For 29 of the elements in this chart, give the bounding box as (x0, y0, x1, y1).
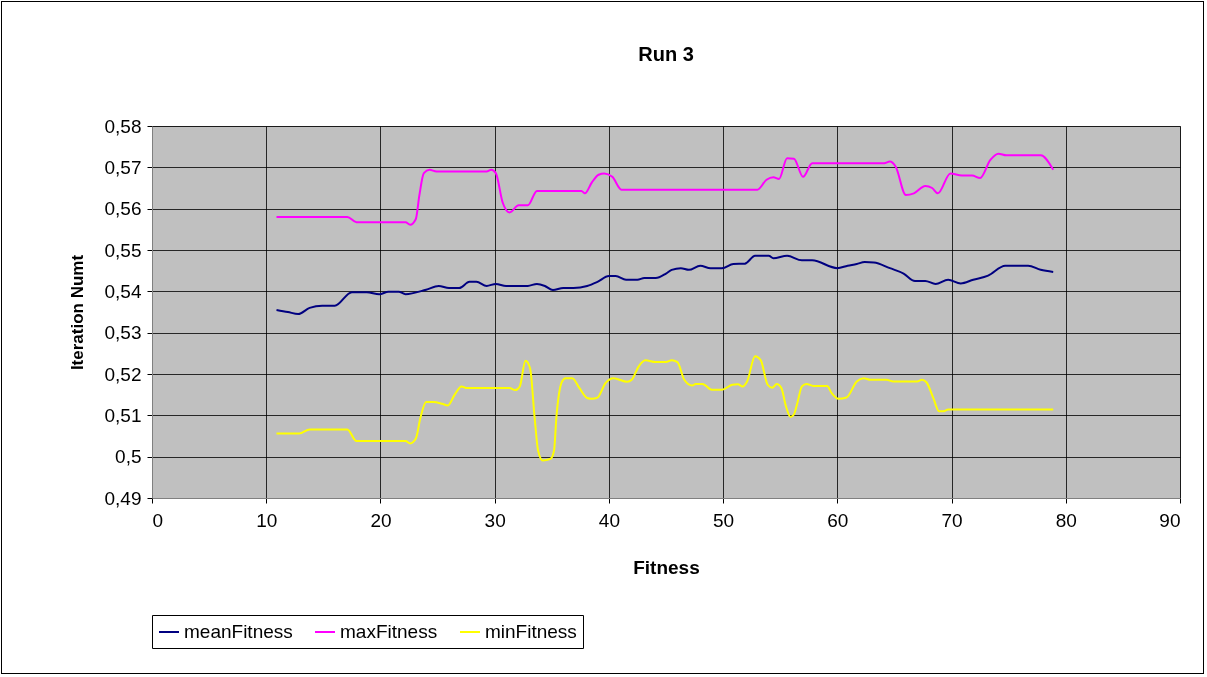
y-tick-label: 0,57 (104, 156, 142, 178)
legend-label: maxFitness (340, 621, 438, 642)
x-tick-label: 60 (827, 509, 849, 531)
chart-title: Run 3 (638, 43, 694, 65)
line-series (275, 152, 1055, 226)
legend-label: meanFitness (184, 621, 293, 642)
x-tick-label: 40 (598, 509, 620, 531)
x-tick-label: 70 (941, 509, 963, 531)
y-tick-label: 0,58 (104, 115, 142, 137)
y-axis-title: Iteration Numt (67, 254, 87, 371)
line-series (275, 254, 1055, 316)
x-tick-label: 30 (484, 509, 506, 531)
x-tick-label: 50 (713, 509, 735, 531)
x-axis-title: Fitness (633, 556, 700, 578)
y-tick-label: 0,55 (104, 239, 142, 261)
y-tick-label: 0,54 (104, 280, 142, 302)
y-tick-label: 0,52 (104, 363, 142, 385)
x-tick-label: 0 (152, 509, 164, 531)
x-tick-label: 10 (256, 509, 278, 531)
y-tick-label: 0,51 (104, 404, 142, 426)
x-tick-label: 20 (370, 509, 392, 531)
y-tick-label: 0,5 (115, 446, 142, 468)
line-series (275, 355, 1055, 462)
x-tick-label: 90 (1159, 509, 1181, 531)
y-tick-label: 0,49 (104, 487, 142, 509)
legend-label: minFitness (485, 621, 577, 642)
y-tick-label: 0,56 (104, 198, 142, 220)
x-tick-label: 80 (1055, 509, 1077, 531)
y-tick-label: 0,53 (104, 322, 142, 344)
